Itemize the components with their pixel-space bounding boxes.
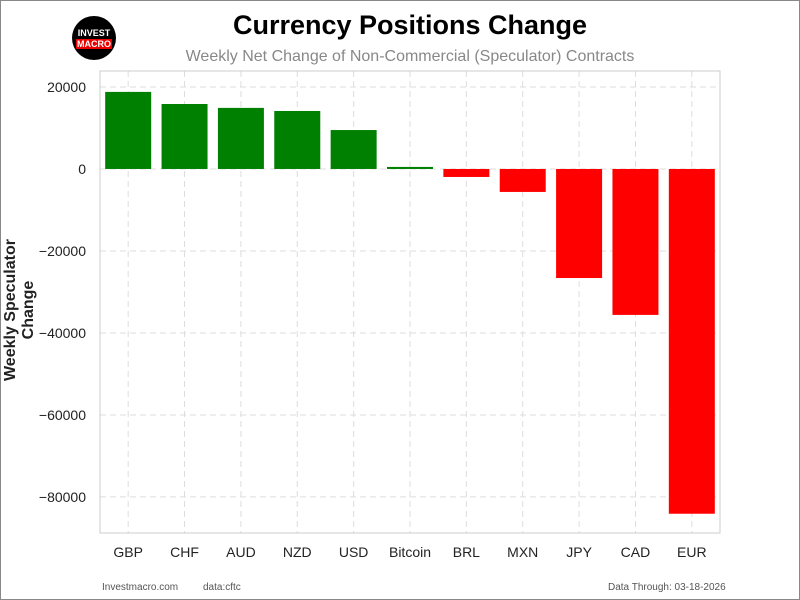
- investmacro-logo: INVEST MACRO: [72, 16, 116, 60]
- y-tick-label: −20000: [39, 243, 86, 259]
- x-tick-label: CHF: [170, 544, 199, 560]
- bar-bitcoin: [387, 166, 433, 169]
- bar-cad: [612, 168, 659, 315]
- chart-title: Currency Positions Change: [232, 10, 588, 40]
- bar-usd: [330, 130, 377, 169]
- footer-data-through: Data Through: 03-18-2026: [608, 582, 726, 593]
- footer-site: Investmacro.com: [102, 582, 179, 593]
- bar-brl: [443, 168, 490, 177]
- bar-gbp: [105, 91, 152, 169]
- x-tick-label: AUD: [226, 544, 256, 560]
- y-tick-label: −60000: [39, 407, 86, 423]
- x-tick-label: NZD: [283, 544, 312, 560]
- x-tick-label: USD: [339, 544, 369, 560]
- bar-chf: [161, 104, 208, 169]
- y-tick-label: 0: [78, 161, 86, 177]
- footer-source: data:cftc: [203, 582, 241, 593]
- plot-area-border: [99, 70, 721, 534]
- bar-jpy: [556, 168, 603, 279]
- x-tick-label: MXN: [507, 544, 538, 560]
- x-tick-label: BRL: [453, 544, 480, 560]
- x-tick-label: CAD: [621, 544, 651, 560]
- x-tick-label: GBP: [113, 544, 143, 560]
- bar-nzd: [274, 110, 321, 169]
- chart-subtitle: Weekly Net Change of Non-Commercial (Spe…: [185, 48, 635, 65]
- y-tick-label: 20000: [47, 79, 86, 95]
- bar-mxn: [499, 168, 546, 192]
- x-tick-label: Bitcoin: [389, 544, 431, 560]
- x-tick-label: EUR: [677, 544, 707, 560]
- x-tick-label: JPY: [566, 544, 592, 560]
- bar-eur: [668, 168, 715, 514]
- bar-aud: [217, 107, 264, 169]
- y-tick-label: −40000: [39, 325, 86, 341]
- y-tick-label: −80000: [39, 489, 86, 505]
